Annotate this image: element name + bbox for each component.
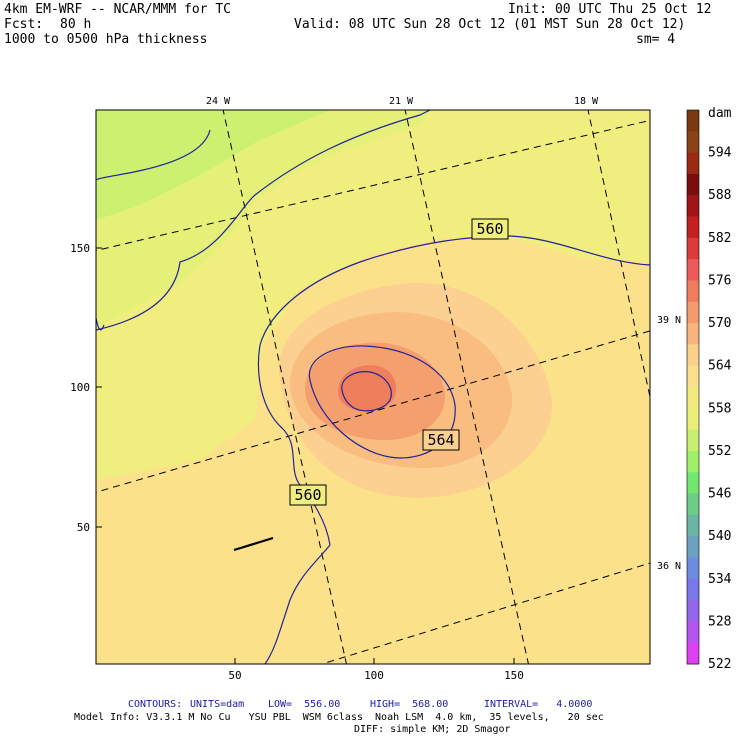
- colorbar-label: 528: [708, 614, 731, 629]
- colorbar-swatch: [687, 280, 699, 303]
- parallel-line: [96, 119, 650, 252]
- forecast-label: Fcst:: [4, 17, 44, 32]
- smoothing-value: sm= 4: [636, 32, 676, 47]
- colorbar-swatch: [687, 259, 699, 281]
- colorbar-label: 522: [708, 657, 731, 672]
- contour-568: [341, 371, 392, 412]
- colorbar-swatch: [687, 429, 699, 452]
- contour-label-box: [422, 429, 460, 451]
- field-name: 1000 to 0500 hPa thickness: [4, 32, 208, 47]
- colorbar-label: 546: [708, 487, 731, 502]
- colorbar-swatch: [687, 237, 699, 260]
- model-info: Model Info: V3.3.1 M No Cu YSU PBL WSM 6…: [74, 712, 604, 723]
- parallel-line: [320, 562, 650, 664]
- meridian-line: [404, 110, 529, 664]
- contour-label-group: 560 564 560: [289, 218, 509, 506]
- colorbar-swatch: [687, 323, 699, 345]
- y-tick-label: 150: [70, 242, 90, 255]
- colorbar-label: 564: [708, 359, 732, 374]
- colorbar-swatch: [687, 642, 699, 665]
- colorbar-swatch: [687, 110, 699, 132]
- contour-label: 560: [476, 220, 503, 238]
- contour-label-box: [471, 218, 509, 240]
- lon-label: 18 W: [574, 96, 599, 107]
- parallel-line: [96, 330, 650, 493]
- meridian-line: [222, 110, 347, 664]
- valid-time: Valid: 08 UTC Sun 28 Oct 12 (01 MST Sun …: [294, 17, 686, 32]
- y-tick-label: 50: [77, 521, 90, 534]
- lon-label: 24 W: [206, 96, 231, 107]
- colorbar-swatch: [687, 557, 699, 580]
- colorbar-swatch: [687, 195, 699, 218]
- contour-label: 564: [427, 431, 454, 449]
- y-tick-label: 100: [70, 381, 90, 394]
- colorbar-swatch: [687, 131, 699, 154]
- colorbar-label: 558: [708, 401, 731, 416]
- colorbar-swatch: [687, 493, 699, 516]
- colorbar: [686, 109, 700, 665]
- meridian-line: [587, 110, 650, 400]
- wind-barb: [233, 536, 274, 552]
- contours-low: LOW= 556.00: [268, 699, 341, 710]
- colorbar-swatch: [687, 514, 699, 537]
- graticule: [96, 110, 650, 664]
- contour-line: [96, 317, 105, 331]
- colorbar-label: 576: [708, 273, 731, 288]
- colorbar-label: 552: [708, 444, 731, 459]
- colorbar-swatch: [687, 408, 699, 431]
- contour-lines: [96, 110, 650, 664]
- x-tick-label: 100: [364, 669, 384, 682]
- colorbar-label: 588: [708, 188, 731, 203]
- contour-label: 560: [294, 486, 321, 504]
- colorbar-swatch: [687, 387, 699, 409]
- contour-label-box: [289, 484, 327, 506]
- contours-label: CONTOURS:: [128, 699, 183, 710]
- lat-label: 39 N: [657, 315, 681, 326]
- colorbar-swatch: [687, 536, 699, 558]
- contour-line: [264, 544, 331, 664]
- contours-interval: INTERVAL= 4.0000: [484, 699, 593, 710]
- colorbar-swatch: [687, 216, 699, 239]
- colorbar-swatch: [687, 578, 699, 601]
- colorbar-swatch: [687, 365, 699, 388]
- colorbar-label: 534: [708, 572, 732, 587]
- colorbar-frame: [686, 109, 700, 665]
- contour-line: [96, 110, 431, 331]
- contours-high: HIGH= 568.00: [370, 699, 449, 710]
- colorbar-swatch: [687, 301, 699, 324]
- forecast-hour: 80 h: [60, 17, 92, 32]
- x-tick-label: 150: [504, 669, 524, 682]
- lon-label: 21 W: [389, 96, 414, 107]
- thickness-band-549: [96, 110, 330, 220]
- contour-564: [308, 345, 456, 459]
- colorbar-swatch: [687, 450, 699, 473]
- colorbar-swatch: [687, 621, 699, 644]
- colorbar-swatch: [687, 152, 699, 175]
- colorbar-label: 570: [708, 316, 731, 331]
- diff-info: DIFF: simple KM; 2D Smagor: [354, 724, 511, 735]
- colorbar-label: 594: [708, 146, 732, 161]
- colorbar-label: 582: [708, 231, 731, 246]
- contours-units: UNITS=dam: [190, 699, 245, 710]
- colorbar-swatch: [687, 600, 699, 622]
- colorbar-swatch: [687, 472, 699, 495]
- colorbar-swatch: [687, 173, 699, 196]
- init-time: Init: 00 UTC Thu 25 Oct 12: [508, 2, 712, 17]
- y-tick-marks: [96, 247, 515, 664]
- lat-label: 36 N: [657, 561, 681, 572]
- model-title: 4km EM-WRF -- NCAR/MMM for TC: [4, 2, 231, 17]
- contour-line: [96, 129, 211, 181]
- colorbar-swatch: [687, 344, 699, 367]
- map-plot-area: [96, 110, 650, 664]
- colorbar-label: 540: [708, 529, 731, 544]
- x-tick-label: 50: [228, 669, 241, 682]
- contour-line: [257, 235, 650, 546]
- colorbar-unit: dam: [708, 106, 732, 121]
- colorbar-labels: 594 588 582 576 570 564 558 552 546 540 534 528 522: [708, 146, 732, 672]
